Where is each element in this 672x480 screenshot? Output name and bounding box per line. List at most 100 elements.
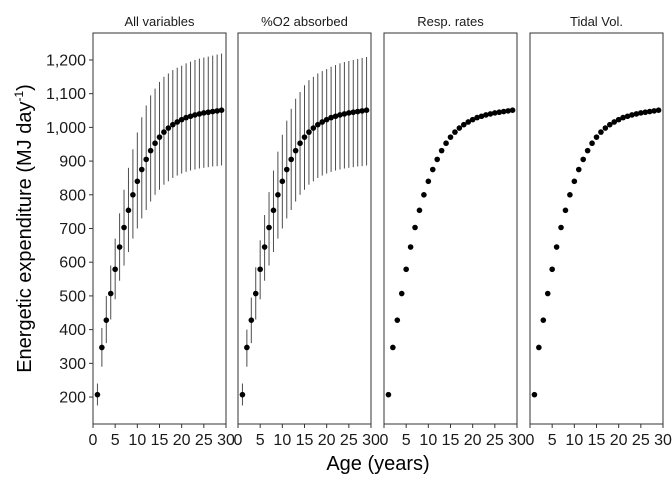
data-point [248,317,255,323]
data-point [192,112,198,118]
data-point [567,191,573,198]
data-point [201,110,207,116]
facet-panel: %O2 absorbed 0 5 10 15 20 25 30 [234,8,380,449]
data-point [478,113,485,120]
data-point [611,119,618,125]
x-tick-label: 15 [151,432,169,449]
x-tick-label: 30 [654,432,672,449]
panel-border [529,32,664,425]
data-point [170,121,176,128]
data-point [323,116,330,123]
data-point [536,344,542,351]
data-point [505,108,511,114]
data-point [332,113,339,120]
x-tick-label: 0 [380,432,389,449]
facet-panel: Resp. rates 0 5 10 15 20 25 30 [380,8,526,449]
data-point [346,110,352,116]
facet-strip [238,8,371,33]
data-point [94,391,101,398]
data-point [500,108,507,115]
data-point [456,125,463,131]
data-point [629,112,635,118]
facet-title: %O2 absorbed [261,14,348,29]
x-tick-label: 15 [296,432,314,449]
data-point [598,129,604,135]
x-tick-label: 10 [273,432,291,449]
data-point [279,178,286,185]
y-tick-label: 300 [59,356,86,373]
data-point [350,109,357,116]
y-tick-label: 600 [59,255,86,272]
panel-border [383,32,518,425]
data-point [288,156,295,163]
x-tick-label: 15 [588,432,606,449]
data-point [359,108,365,114]
x-tick-label: 20 [610,432,628,449]
data-point [283,166,290,173]
data-point [447,134,454,140]
data-point [615,116,622,123]
data-point [651,108,657,114]
data-point [161,129,167,135]
data-point [138,166,145,173]
y-tick-label: 1,100 [46,86,86,103]
data-point [443,140,449,147]
x-tick-label: 25 [340,432,358,449]
data-point [121,224,127,231]
data-point [434,156,441,163]
data-point [602,125,609,131]
data-point [257,266,263,273]
data-point [540,317,547,323]
data-point [558,224,564,231]
data-point [452,129,458,135]
data-point [421,191,427,198]
y-tick-label: 200 [59,390,86,407]
x-tick-label: 0 [526,432,535,449]
data-point [403,266,409,273]
y-tick-label: 1,200 [46,52,86,69]
data-point [593,134,600,140]
facet-title: Resp. rates [417,14,484,29]
x-tick-label: 5 [111,432,120,449]
x-axis-title: Age (years) [326,453,429,475]
data-point [292,147,299,154]
y-tick-label: 500 [59,288,86,305]
data-point [461,121,467,128]
x-tick-label: 25 [486,432,504,449]
y-axis-title: Energetic expenditure (MJ day-1) [12,84,36,373]
data-point [416,207,423,214]
data-point [646,108,653,115]
x-tick-label: 5 [548,432,557,449]
data-point [205,109,212,116]
data-point [270,207,277,214]
data-point [125,207,132,214]
data-point [607,121,613,128]
data-point [438,147,445,154]
facet-title: Tidal Vol. [570,14,623,29]
y-axis-title-superscript: -1 [12,91,26,102]
data-point [266,224,272,231]
x-tick-label: 25 [195,432,213,449]
data-point [363,107,370,113]
data-point [412,224,418,231]
data-point [553,244,560,250]
data-point [147,147,154,154]
data-point [297,140,303,147]
facet-title: All variables [124,14,195,29]
y-axis-title-main: Energetic expenditure (MJ day [14,102,36,373]
data-point [642,109,649,116]
data-point [354,108,361,115]
data-point [165,125,172,131]
data-point [107,290,114,297]
x-tick-label: 10 [128,432,146,449]
x-tick-label: 15 [442,432,460,449]
data-point [143,156,149,163]
x-tick-label: 5 [256,432,265,449]
data-point [531,391,538,398]
data-point [328,114,334,121]
data-point [183,114,189,121]
y-tick-label: 400 [59,322,86,339]
x-tick-label: 20 [318,432,336,449]
